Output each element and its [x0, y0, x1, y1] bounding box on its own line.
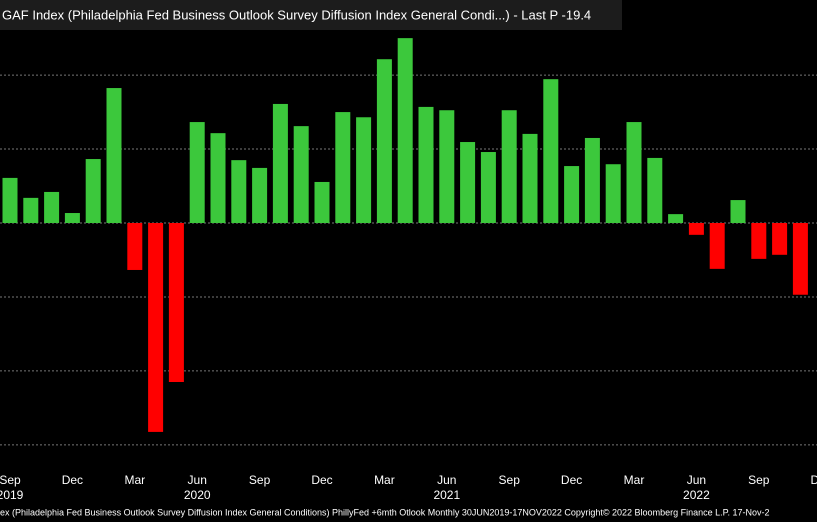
bar	[44, 191, 60, 224]
title-background	[0, 0, 622, 30]
bar	[688, 223, 704, 235]
bar	[522, 133, 538, 224]
bar	[501, 110, 517, 224]
x-tick-label: Jun	[687, 473, 706, 487]
bar	[584, 137, 600, 224]
bar	[480, 152, 496, 224]
x-tick-label: Mar	[624, 473, 645, 487]
x-tick-label: Sep	[499, 473, 521, 487]
bar	[23, 197, 39, 224]
bar	[2, 177, 18, 224]
bar	[293, 126, 309, 224]
x-tick-label: Dec	[811, 473, 817, 487]
bar	[397, 38, 413, 224]
bar	[439, 110, 455, 224]
x-tick-label: Jun	[437, 473, 456, 487]
x-tick-label: Mar	[124, 473, 145, 487]
year-label: 2020	[184, 488, 211, 502]
year-label: 2021	[433, 488, 460, 502]
bar	[460, 142, 476, 224]
bar	[314, 181, 330, 224]
bar	[792, 223, 808, 295]
x-tick-label: Jun	[188, 473, 207, 487]
bar	[356, 117, 372, 224]
bar	[252, 167, 268, 224]
bar	[64, 213, 80, 224]
bar	[751, 223, 767, 259]
x-tick-label: Sep	[249, 473, 271, 487]
bar	[418, 106, 434, 224]
bar	[626, 122, 642, 224]
bar	[231, 160, 247, 224]
bar	[543, 79, 559, 224]
x-tick-label: Sep	[748, 473, 770, 487]
bar	[772, 223, 788, 255]
bar	[668, 214, 684, 224]
bar	[647, 157, 663, 224]
bar	[106, 88, 122, 224]
x-tick-label: Dec	[311, 473, 332, 487]
bar	[127, 223, 143, 270]
footer: ex (Philadelphia Fed Business Outlook Su…	[0, 507, 769, 517]
x-tick-label: Mar	[374, 473, 395, 487]
bar	[730, 200, 746, 224]
bar	[189, 122, 205, 224]
year-label: 2019	[0, 488, 24, 502]
bar	[376, 59, 392, 224]
bar	[85, 159, 101, 224]
chart-title: GAF Index (Philadelphia Fed Business Out…	[2, 7, 591, 22]
year-label: 2022	[683, 488, 710, 502]
x-tick-label: Dec	[62, 473, 83, 487]
x-tick-label: Dec	[561, 473, 582, 487]
x-tick-label: Sep	[0, 473, 21, 487]
bar	[709, 223, 725, 269]
bar	[210, 133, 226, 224]
bar	[272, 103, 288, 224]
bar	[148, 223, 164, 432]
bar	[335, 112, 351, 224]
bar	[605, 164, 621, 224]
bar	[564, 166, 580, 224]
bar	[168, 223, 184, 382]
